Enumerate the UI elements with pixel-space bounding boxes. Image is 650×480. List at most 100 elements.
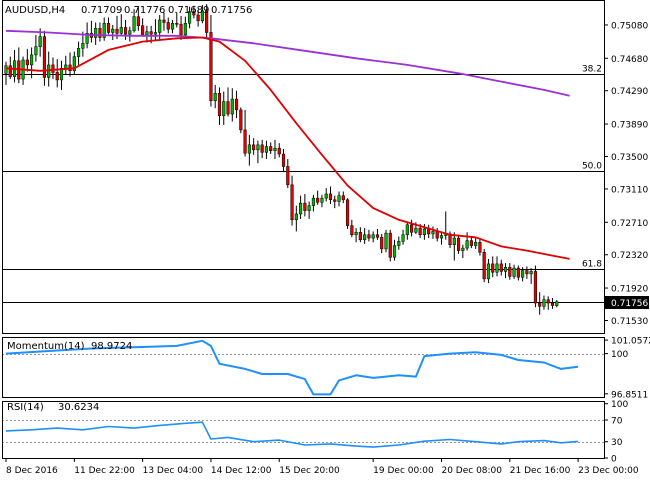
candle-body bbox=[119, 27, 123, 34]
candle-body bbox=[469, 240, 473, 246]
candle bbox=[452, 232, 456, 261]
candle-body bbox=[508, 266, 512, 277]
rsi-y-tick-label: 70 bbox=[611, 417, 623, 427]
ohlc-close: 0.71756 bbox=[211, 5, 252, 16]
candle bbox=[294, 205, 298, 232]
ohlc-open: 0.71709 bbox=[81, 5, 122, 16]
candle bbox=[239, 107, 243, 134]
candle-body bbox=[281, 153, 286, 167]
candle bbox=[363, 228, 367, 244]
candle-body bbox=[452, 237, 456, 246]
candle-body bbox=[290, 184, 294, 221]
candle bbox=[128, 26, 132, 42]
rsi-y-tick-label: 100 bbox=[611, 400, 628, 410]
fib-label-50-0: 50.0 bbox=[582, 162, 602, 172]
candle-body bbox=[141, 25, 145, 36]
x-axis: 8 Dec 2016 11 Dec 22:00 13 Dec 04:00 14 Dec… bbox=[2, 0, 639, 476]
candle-body bbox=[516, 267, 520, 278]
candle-body bbox=[102, 23, 106, 38]
candle bbox=[234, 90, 239, 119]
ma-slow-line bbox=[5, 29, 570, 97]
candle bbox=[196, 9, 200, 27]
candle-body bbox=[486, 263, 491, 280]
candle bbox=[410, 219, 414, 237]
candle-body bbox=[170, 23, 175, 30]
candle-body bbox=[324, 193, 328, 199]
candle-body bbox=[183, 23, 187, 36]
candle-body bbox=[47, 64, 51, 78]
x-tick-label: 20 Dec 08:00 bbox=[441, 466, 502, 476]
candle-body bbox=[200, 10, 204, 22]
candle-body bbox=[196, 14, 200, 22]
y-tick-label: 0.73890 bbox=[611, 121, 648, 131]
candle bbox=[316, 190, 320, 205]
candle-body bbox=[51, 64, 55, 73]
candle-body bbox=[503, 266, 508, 272]
candle-body bbox=[482, 251, 486, 280]
candle bbox=[119, 14, 123, 36]
candle bbox=[42, 30, 46, 86]
candle bbox=[175, 12, 179, 28]
candle bbox=[367, 229, 371, 242]
candle bbox=[264, 140, 269, 160]
candle-body bbox=[269, 146, 273, 151]
candle-body bbox=[435, 231, 439, 239]
pane-frame bbox=[2, 401, 605, 459]
candle bbox=[465, 232, 469, 251]
candle bbox=[546, 296, 550, 310]
current-price-box bbox=[605, 296, 649, 309]
candle bbox=[550, 298, 555, 309]
candle bbox=[281, 149, 286, 172]
candle bbox=[243, 109, 247, 157]
candle bbox=[102, 17, 106, 41]
candle bbox=[51, 57, 55, 80]
x-tick-label: 15 Dec 20:00 bbox=[279, 466, 340, 476]
candle-body bbox=[264, 146, 269, 153]
candle-body bbox=[294, 213, 298, 221]
candle-body bbox=[98, 28, 102, 38]
ohlc-high: 0.71776 bbox=[124, 5, 165, 16]
candle bbox=[81, 31, 85, 57]
candle-body bbox=[512, 267, 516, 277]
candle-body bbox=[256, 144, 260, 151]
candle bbox=[482, 248, 486, 283]
candle bbox=[123, 19, 128, 40]
y-tick-label: 0.71530 bbox=[611, 317, 648, 327]
candle bbox=[47, 51, 51, 87]
candle-body bbox=[392, 245, 397, 258]
candle bbox=[94, 22, 98, 45]
candle-body bbox=[247, 144, 251, 154]
candle-body bbox=[311, 197, 315, 206]
candle-body bbox=[179, 23, 183, 36]
candle-body bbox=[158, 19, 162, 33]
candle bbox=[328, 186, 333, 204]
candle bbox=[106, 17, 111, 35]
candle bbox=[324, 188, 328, 202]
current-price-label: 0.71756 bbox=[611, 299, 648, 309]
candle bbox=[162, 12, 166, 31]
candle-body bbox=[188, 11, 192, 24]
candle-body bbox=[380, 237, 384, 250]
candle bbox=[542, 295, 546, 310]
candle-body bbox=[175, 23, 179, 25]
candle bbox=[307, 201, 311, 219]
candle-body bbox=[260, 144, 264, 153]
candle-body bbox=[149, 31, 153, 35]
candle-body bbox=[538, 302, 542, 307]
y-tick-label: 0.73500 bbox=[611, 153, 648, 163]
x-tick-label: 23 Dec 00:00 bbox=[578, 466, 639, 476]
candle-body bbox=[333, 199, 337, 202]
momentum-y-tick-label: 101.0572 bbox=[611, 337, 650, 347]
candle bbox=[499, 259, 503, 276]
candle-body bbox=[328, 193, 333, 201]
candle bbox=[311, 194, 315, 212]
candle-body bbox=[478, 242, 482, 253]
candle bbox=[273, 139, 277, 160]
candle-body bbox=[474, 242, 478, 246]
candle bbox=[486, 258, 491, 284]
candle bbox=[72, 51, 76, 75]
candle bbox=[431, 226, 435, 239]
candle bbox=[333, 195, 337, 209]
candle bbox=[213, 84, 217, 109]
